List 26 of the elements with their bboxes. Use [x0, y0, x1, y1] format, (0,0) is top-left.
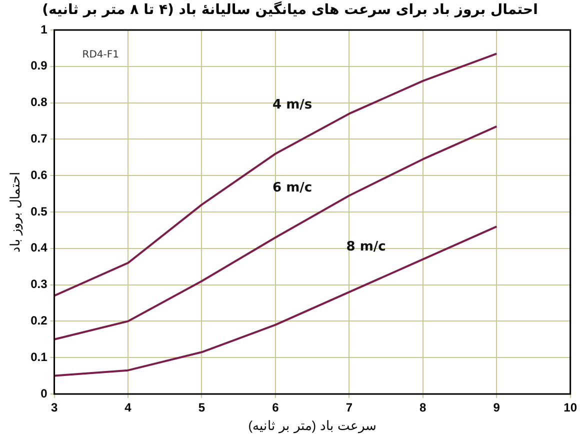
annotation: RD4-F1 [82, 50, 120, 61]
y-tick-label: 0.5 [30, 204, 48, 218]
y-tick-label: 1 [40, 22, 48, 36]
x-tick-label: 4 [124, 400, 132, 415]
x-tick-label: 6 [272, 400, 280, 415]
y-tick-label: 0.1 [30, 350, 48, 364]
y-tick-label: 0.9 [30, 58, 48, 73]
x-axis-title: سرعت باد (متر بر ثانیه) [248, 418, 376, 434]
y-axis-title: احتمال بروز باد [7, 171, 24, 253]
y-tick-label: 0.3 [30, 277, 48, 292]
x-tick-label: 3 [50, 400, 58, 415]
x-tick-label: 8 [420, 400, 427, 415]
y-tick-label: 0.8 [30, 95, 48, 110]
chart-title: احتمال بروز باد برای سرعت های میانگین سالیانهٔ باد (۴ تا ۸ متر بر ثانیه) [41, 2, 539, 18]
y-tick-label: 0.2 [30, 314, 48, 328]
x-tick-label: 7 [346, 400, 353, 415]
x-tick-label: 10 [564, 400, 578, 415]
y-tick-label: 0.4 [30, 240, 48, 255]
series-label: 4 m/s [272, 98, 312, 113]
y-tick-label: 0.7 [30, 132, 48, 146]
y-tick-label: 0.6 [30, 168, 48, 182]
series-label: 6 m/c [272, 180, 312, 196]
x-tick-label: 9 [493, 400, 500, 415]
y-tick-label: 0 [40, 386, 48, 400]
series-label: 8 m/c [346, 240, 386, 255]
x-tick-label: 5 [198, 400, 206, 415]
